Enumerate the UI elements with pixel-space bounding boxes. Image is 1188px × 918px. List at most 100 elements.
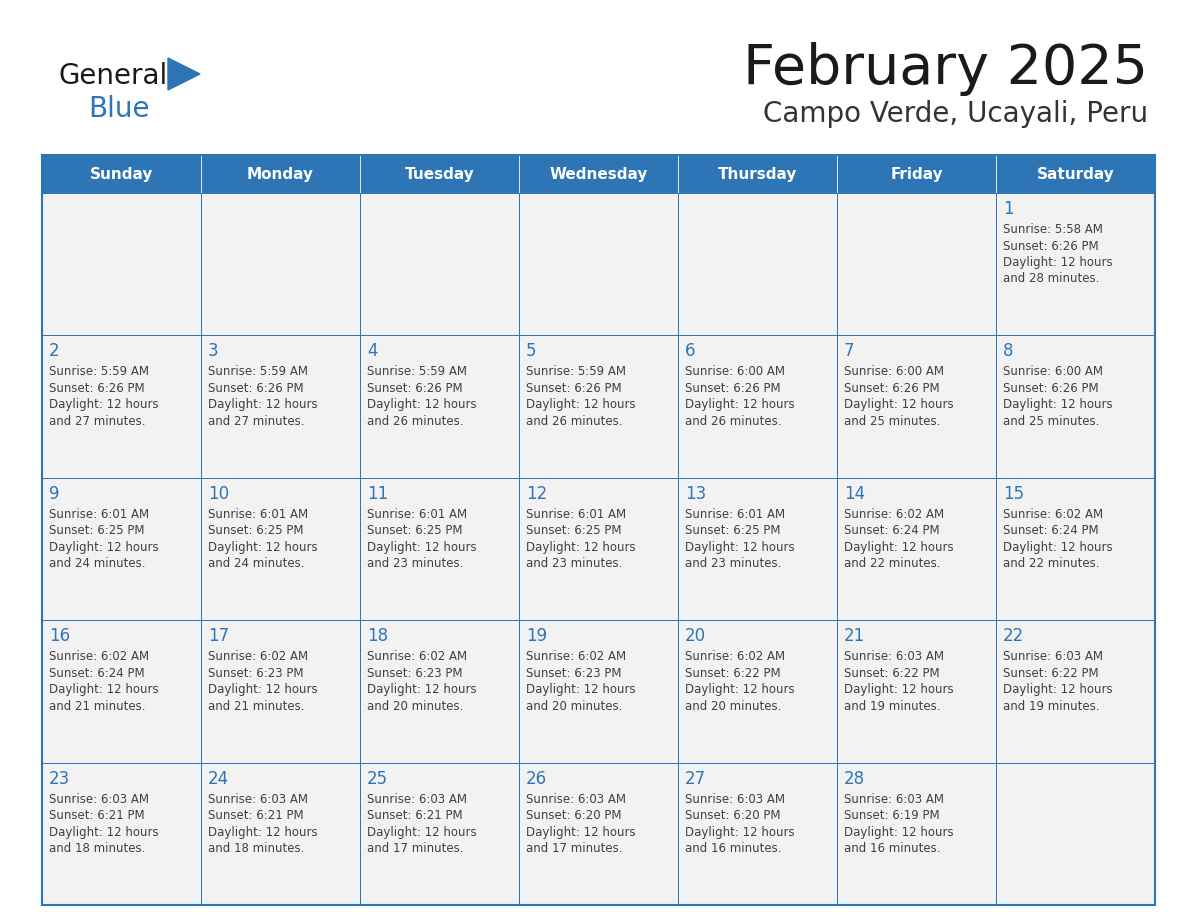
Bar [42,335,201,477]
Text: 16: 16 [49,627,70,645]
Text: Sunrise: 6:02 AM
Sunset: 6:23 PM
Daylight: 12 hours
and 20 minutes.: Sunrise: 6:02 AM Sunset: 6:23 PM Dayligh… [367,650,476,712]
Text: Sunrise: 5:59 AM
Sunset: 6:26 PM
Daylight: 12 hours
and 26 minutes.: Sunrise: 5:59 AM Sunset: 6:26 PM Dayligh… [367,365,476,428]
Bar [838,477,996,621]
Text: 20: 20 [685,627,706,645]
Text: February 2025: February 2025 [742,42,1148,96]
Bar [838,763,996,905]
Text: Sunrise: 6:02 AM
Sunset: 6:24 PM
Daylight: 12 hours
and 22 minutes.: Sunrise: 6:02 AM Sunset: 6:24 PM Dayligh… [1003,508,1113,570]
Text: Sunrise: 6:03 AM
Sunset: 6:20 PM
Daylight: 12 hours
and 16 minutes.: Sunrise: 6:03 AM Sunset: 6:20 PM Dayligh… [685,792,795,855]
Text: 28: 28 [843,769,865,788]
Text: Sunrise: 6:02 AM
Sunset: 6:23 PM
Daylight: 12 hours
and 20 minutes.: Sunrise: 6:02 AM Sunset: 6:23 PM Dayligh… [526,650,636,712]
Bar [996,477,1155,621]
Text: 2: 2 [49,342,59,361]
Text: Sunrise: 6:01 AM
Sunset: 6:25 PM
Daylight: 12 hours
and 23 minutes.: Sunrise: 6:01 AM Sunset: 6:25 PM Dayligh… [685,508,795,570]
Bar [996,193,1155,335]
Text: Wednesday: Wednesday [549,166,647,182]
Bar [519,335,678,477]
Text: Sunrise: 6:01 AM
Sunset: 6:25 PM
Daylight: 12 hours
and 24 minutes.: Sunrise: 6:01 AM Sunset: 6:25 PM Dayligh… [49,508,159,570]
Text: 8: 8 [1003,342,1013,361]
Text: 12: 12 [526,485,548,503]
Text: 1: 1 [1003,200,1013,218]
Text: 3: 3 [208,342,219,361]
Text: Sunrise: 6:03 AM
Sunset: 6:21 PM
Daylight: 12 hours
and 18 minutes.: Sunrise: 6:03 AM Sunset: 6:21 PM Dayligh… [49,792,159,855]
Text: 25: 25 [367,769,388,788]
Text: Sunrise: 6:02 AM
Sunset: 6:24 PM
Daylight: 12 hours
and 22 minutes.: Sunrise: 6:02 AM Sunset: 6:24 PM Dayligh… [843,508,954,570]
Text: 17: 17 [208,627,229,645]
Bar [519,193,678,335]
Bar [838,621,996,763]
Text: Thursday: Thursday [718,166,797,182]
Text: 9: 9 [49,485,59,503]
Text: Campo Verde, Ucayali, Peru: Campo Verde, Ucayali, Peru [763,100,1148,128]
Text: Blue: Blue [88,95,150,123]
Polygon shape [168,58,200,90]
Bar [838,193,996,335]
Text: Sunrise: 6:03 AM
Sunset: 6:22 PM
Daylight: 12 hours
and 19 minutes.: Sunrise: 6:03 AM Sunset: 6:22 PM Dayligh… [1003,650,1113,712]
Text: Monday: Monday [247,166,314,182]
Bar [201,763,360,905]
Bar [678,763,838,905]
Bar [360,193,519,335]
Bar [360,155,519,193]
Bar [996,335,1155,477]
Text: General: General [58,62,168,90]
Text: Sunrise: 6:02 AM
Sunset: 6:22 PM
Daylight: 12 hours
and 20 minutes.: Sunrise: 6:02 AM Sunset: 6:22 PM Dayligh… [685,650,795,712]
Text: 14: 14 [843,485,865,503]
Text: Sunrise: 6:00 AM
Sunset: 6:26 PM
Daylight: 12 hours
and 25 minutes.: Sunrise: 6:00 AM Sunset: 6:26 PM Dayligh… [843,365,954,428]
Bar [360,763,519,905]
Text: 10: 10 [208,485,229,503]
Text: Sunrise: 5:59 AM
Sunset: 6:26 PM
Daylight: 12 hours
and 27 minutes.: Sunrise: 5:59 AM Sunset: 6:26 PM Dayligh… [49,365,159,428]
Text: 6: 6 [685,342,695,361]
Bar [42,621,201,763]
Bar [519,155,678,193]
Bar [678,335,838,477]
Text: Sunday: Sunday [90,166,153,182]
Text: 23: 23 [49,769,70,788]
Bar [678,621,838,763]
Bar [201,335,360,477]
Bar [996,621,1155,763]
Text: Tuesday: Tuesday [405,166,474,182]
Bar [360,477,519,621]
Text: 27: 27 [685,769,706,788]
Bar [678,155,838,193]
Text: 22: 22 [1003,627,1024,645]
Text: Sunrise: 6:00 AM
Sunset: 6:26 PM
Daylight: 12 hours
and 26 minutes.: Sunrise: 6:00 AM Sunset: 6:26 PM Dayligh… [685,365,795,428]
Text: Sunrise: 5:58 AM
Sunset: 6:26 PM
Daylight: 12 hours
and 28 minutes.: Sunrise: 5:58 AM Sunset: 6:26 PM Dayligh… [1003,223,1113,285]
Bar [678,193,838,335]
Bar [838,155,996,193]
Text: Sunrise: 6:02 AM
Sunset: 6:24 PM
Daylight: 12 hours
and 21 minutes.: Sunrise: 6:02 AM Sunset: 6:24 PM Dayligh… [49,650,159,712]
Bar [201,477,360,621]
Text: Sunrise: 6:03 AM
Sunset: 6:21 PM
Daylight: 12 hours
and 17 minutes.: Sunrise: 6:03 AM Sunset: 6:21 PM Dayligh… [367,792,476,855]
Text: 19: 19 [526,627,548,645]
Text: 4: 4 [367,342,378,361]
Text: Sunrise: 6:01 AM
Sunset: 6:25 PM
Daylight: 12 hours
and 24 minutes.: Sunrise: 6:01 AM Sunset: 6:25 PM Dayligh… [208,508,317,570]
Text: Friday: Friday [890,166,943,182]
Bar [838,335,996,477]
Text: Sunrise: 6:03 AM
Sunset: 6:19 PM
Daylight: 12 hours
and 16 minutes.: Sunrise: 6:03 AM Sunset: 6:19 PM Dayligh… [843,792,954,855]
Text: 24: 24 [208,769,229,788]
Text: Sunrise: 6:01 AM
Sunset: 6:25 PM
Daylight: 12 hours
and 23 minutes.: Sunrise: 6:01 AM Sunset: 6:25 PM Dayligh… [526,508,636,570]
Text: Saturday: Saturday [1037,166,1114,182]
Bar [519,763,678,905]
Bar [360,621,519,763]
Text: 21: 21 [843,627,865,645]
Bar [360,335,519,477]
Text: 15: 15 [1003,485,1024,503]
Text: Sunrise: 6:02 AM
Sunset: 6:23 PM
Daylight: 12 hours
and 21 minutes.: Sunrise: 6:02 AM Sunset: 6:23 PM Dayligh… [208,650,317,712]
Bar [42,193,201,335]
Bar [519,477,678,621]
Text: 5: 5 [526,342,537,361]
Bar [42,155,1155,905]
Bar [996,155,1155,193]
Text: Sunrise: 5:59 AM
Sunset: 6:26 PM
Daylight: 12 hours
and 26 minutes.: Sunrise: 5:59 AM Sunset: 6:26 PM Dayligh… [526,365,636,428]
Text: 7: 7 [843,342,854,361]
Text: Sunrise: 5:59 AM
Sunset: 6:26 PM
Daylight: 12 hours
and 27 minutes.: Sunrise: 5:59 AM Sunset: 6:26 PM Dayligh… [208,365,317,428]
Bar [201,193,360,335]
Bar [519,621,678,763]
Bar [42,477,201,621]
Text: 13: 13 [685,485,706,503]
Text: Sunrise: 6:01 AM
Sunset: 6:25 PM
Daylight: 12 hours
and 23 minutes.: Sunrise: 6:01 AM Sunset: 6:25 PM Dayligh… [367,508,476,570]
Text: Sunrise: 6:03 AM
Sunset: 6:22 PM
Daylight: 12 hours
and 19 minutes.: Sunrise: 6:03 AM Sunset: 6:22 PM Dayligh… [843,650,954,712]
Bar [678,477,838,621]
